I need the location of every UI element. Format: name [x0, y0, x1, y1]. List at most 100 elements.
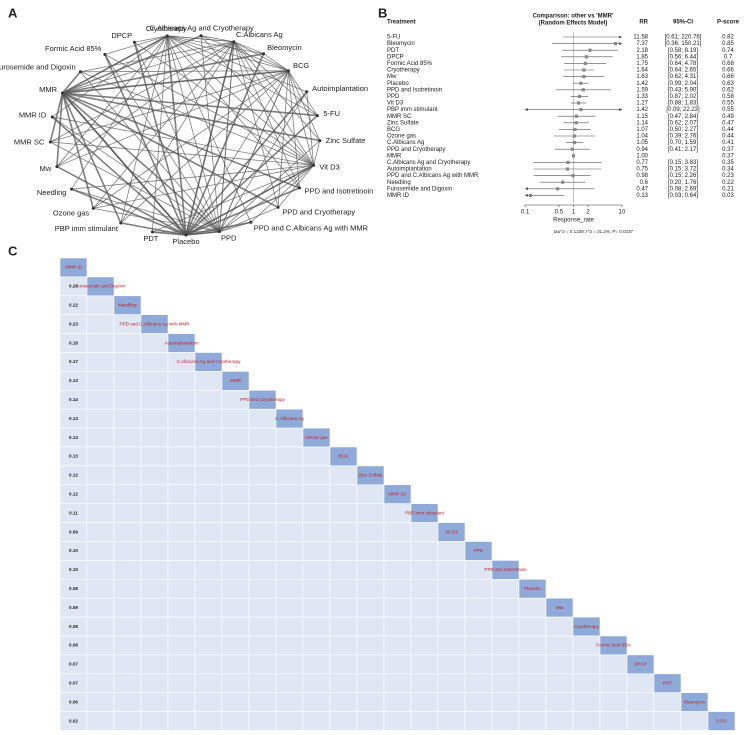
node-label: PPD: [221, 233, 237, 242]
cell: [221, 711, 250, 731]
point: [561, 180, 565, 184]
cell: [140, 427, 169, 448]
cell: [248, 541, 277, 561]
cell: [437, 692, 466, 712]
cell: [113, 465, 142, 486]
network-edge: [120, 222, 187, 236]
cell-value: 0.17: [69, 359, 78, 364]
node-label: Zinc Sulfate: [326, 136, 366, 145]
cell: [113, 541, 142, 561]
cell: [410, 560, 439, 580]
cell: [491, 616, 520, 637]
rr: 1.14: [636, 120, 648, 126]
network-edge: [71, 188, 220, 233]
ci: [0.64; 4.78]: [668, 61, 698, 67]
cell: [86, 352, 115, 372]
network-edge: [152, 164, 314, 233]
cell: [221, 465, 250, 486]
cell: [248, 465, 277, 486]
rr: 1.42: [636, 81, 648, 87]
cell-value: 0.18: [69, 340, 78, 345]
network-edge: [167, 35, 264, 55]
cell: [383, 635, 412, 656]
network-edge: [104, 54, 187, 236]
cell: [194, 427, 223, 448]
arrow: [525, 187, 528, 191]
network-node: [48, 140, 52, 144]
ci: [0.08; 2.69]: [668, 186, 698, 192]
rr: 0.98: [636, 173, 648, 179]
arrow: [525, 108, 528, 112]
pscore: 0.55: [722, 101, 734, 107]
treatment: MMR ID: [387, 193, 410, 199]
treatment: Autoimplantation: [387, 167, 432, 173]
pscore: 0.66: [722, 74, 734, 80]
cell: [410, 522, 439, 542]
network-edge: [61, 92, 122, 224]
cell: [167, 522, 196, 542]
diagonal-label: Furosemide and Digoxin: [76, 284, 126, 289]
diagonal-label: PPD: [474, 548, 484, 553]
cell: [86, 295, 115, 315]
cell: [437, 616, 466, 637]
ci: [0.88; 1.83]: [668, 101, 698, 107]
cell: [329, 616, 358, 637]
network-node: [70, 187, 74, 191]
cell: [329, 654, 358, 675]
cell: [302, 541, 331, 561]
network-node: [91, 206, 95, 210]
treatment: Needling: [387, 180, 411, 186]
cell: [194, 522, 223, 542]
cell: [302, 503, 331, 523]
ci: [0.09; 22.23]: [666, 107, 700, 113]
point: [584, 55, 589, 59]
ci: [0.03; 0.64]: [668, 193, 698, 199]
cell: [329, 597, 358, 618]
cell: [329, 484, 358, 504]
treatment: PPD: [387, 94, 400, 100]
treatment: Mw: [387, 74, 397, 80]
pscore: 0.68: [722, 61, 734, 67]
node-label: PDT: [143, 234, 158, 243]
cell: [518, 673, 547, 693]
pscore: 0.44: [722, 134, 734, 140]
network-node: [297, 186, 301, 190]
pscore: 0.34: [722, 167, 734, 173]
ci: [0.99; 2.04]: [668, 81, 698, 87]
treatment: Bleomycin: [387, 41, 415, 47]
network-node: [315, 114, 319, 118]
cell: [248, 503, 277, 523]
pscore: 0.03: [722, 193, 734, 199]
rr: 0.6: [640, 180, 649, 186]
cell: [86, 446, 115, 467]
cell: [167, 560, 196, 580]
cell: [248, 692, 277, 712]
cell: [356, 541, 385, 561]
network-edge: [288, 70, 318, 116]
header: RR: [639, 20, 648, 26]
network-edge: [134, 35, 168, 43]
cell: [356, 560, 385, 580]
network-edge: [200, 35, 234, 43]
cell: [275, 427, 304, 448]
cell: [572, 711, 601, 731]
cell: [356, 578, 385, 599]
cell-value: 0.13: [69, 435, 78, 440]
cell: [86, 371, 115, 391]
cell: [275, 560, 304, 580]
cell: [140, 446, 169, 467]
cell: [113, 578, 142, 599]
treatment: 5-FU: [387, 35, 400, 41]
node-label: 5-FU: [323, 109, 340, 118]
network-edge: [134, 42, 220, 232]
network-edge: [134, 41, 314, 166]
node-label: MMR: [39, 85, 57, 94]
network-edge: [313, 140, 321, 166]
ci: [0.87; 2.02]: [668, 94, 698, 100]
pscore: 0.37: [722, 153, 734, 159]
diagonal-label: DPCP: [634, 662, 647, 667]
point: [571, 174, 575, 178]
cell: [86, 578, 115, 599]
diagonal-label: PPD and C.Albicans Ag with MMR: [120, 321, 191, 326]
rr: 0.75: [636, 167, 648, 173]
